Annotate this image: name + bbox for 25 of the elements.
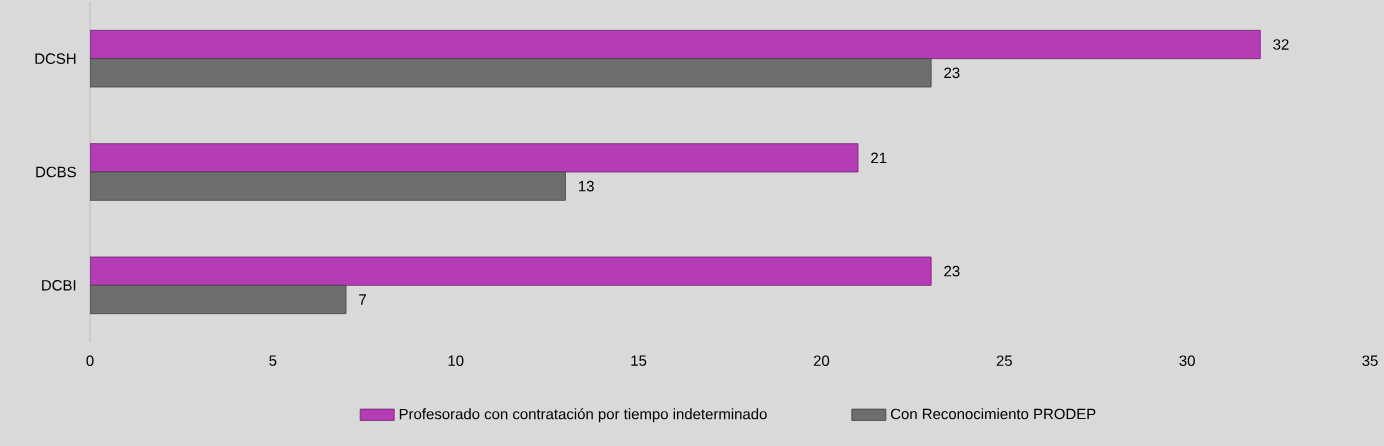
- bar: [90, 284, 347, 315]
- data-label: 7: [359, 294, 366, 305]
- bar: [90, 143, 859, 173]
- x-tick-label: 15: [631, 355, 647, 366]
- data-label: 23: [944, 67, 960, 79]
- data-label: 13: [578, 180, 594, 192]
- y-tick-label: DCBS: [36, 166, 76, 178]
- legend-label: Profesorado con contratación por tiempo indeterminado: [399, 408, 767, 423]
- x-tick-label: 5: [269, 355, 277, 366]
- bar: [90, 29, 1261, 60]
- x-tick-label: 30: [1179, 355, 1195, 366]
- bar: [90, 58, 932, 88]
- x-tick-label: 10: [448, 355, 464, 366]
- data-label: 23: [944, 265, 960, 277]
- data-label: 32: [1273, 39, 1289, 50]
- bar: [90, 171, 566, 201]
- legend-label: Con Reconocimiento PRODEP: [890, 408, 1096, 420]
- x-tick-label: 35: [1362, 355, 1378, 366]
- x-tick-label: 25: [996, 355, 1012, 366]
- y-tick-label: DCSH: [35, 53, 76, 64]
- x-tick-label: 20: [813, 355, 830, 366]
- y-tick-label: DCBI: [42, 280, 76, 291]
- bar: [90, 256, 932, 286]
- x-tick-label: 0: [86, 355, 94, 366]
- data-label: 21: [871, 152, 887, 164]
